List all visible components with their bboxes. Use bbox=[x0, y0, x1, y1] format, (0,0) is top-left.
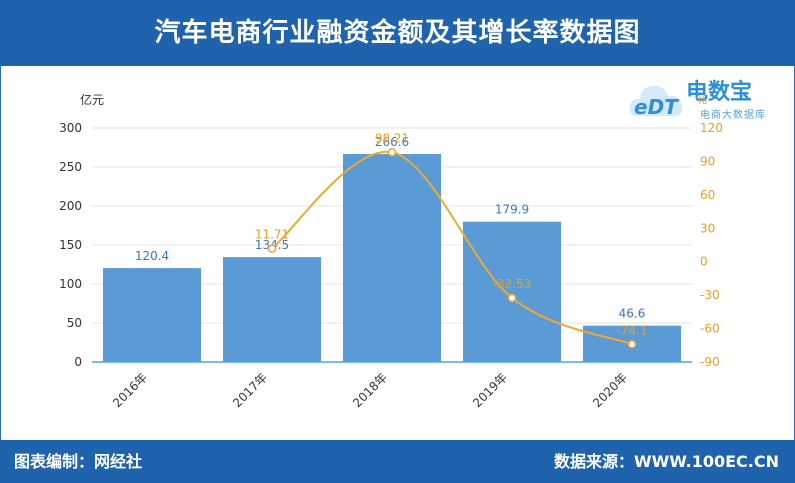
y-left-tick-label: 200 bbox=[59, 199, 82, 213]
y-right-unit: % bbox=[696, 93, 707, 107]
x-category-label: 2018年 bbox=[350, 370, 390, 410]
footer-source: 数据来源：WWW.100EC.CN bbox=[553, 452, 779, 471]
y-right-tick-label: -90 bbox=[700, 355, 720, 369]
chart-title: 汽车电商行业融资金额及其增长率数据图 bbox=[0, 0, 795, 66]
line-point bbox=[387, 148, 397, 157]
cloud-logo-icon: eDT bbox=[629, 86, 683, 119]
line-value-label: 98.21 bbox=[375, 131, 409, 145]
y-right-tick-label: -60 bbox=[700, 322, 720, 336]
footer-credit: 图表编制：网经社 bbox=[14, 452, 143, 471]
bar bbox=[343, 154, 441, 362]
bar bbox=[223, 257, 321, 362]
y-left-tick-label: 300 bbox=[59, 121, 82, 135]
bar bbox=[463, 221, 561, 362]
bar bbox=[103, 268, 201, 362]
x-category-label: 2019年 bbox=[470, 370, 510, 410]
line-point bbox=[627, 340, 637, 349]
y-right-tick-label: -30 bbox=[700, 288, 720, 302]
line-value-label: 11.71 bbox=[255, 228, 289, 242]
y-right-tick-label: 30 bbox=[700, 221, 715, 235]
growth-line bbox=[271, 150, 633, 346]
line-point bbox=[507, 293, 517, 303]
logo: eDT 电数宝 电商大数据库 bbox=[628, 72, 788, 132]
y-right-tick-label: 60 bbox=[700, 188, 715, 202]
bar-value-label: 179.9 bbox=[495, 203, 529, 217]
bar-value-label: 120.4 bbox=[135, 249, 169, 263]
y-left-tick-label: 100 bbox=[59, 277, 82, 291]
x-category-label: 2017年 bbox=[230, 370, 270, 410]
footer-bar: 图表编制：网经社 数据来源：WWW.100EC.CN bbox=[0, 440, 795, 483]
x-category-label: 2016年 bbox=[110, 370, 150, 410]
y-left-unit: 亿元 bbox=[80, 92, 104, 107]
logo-name: 电数宝 bbox=[686, 80, 753, 105]
logo-subtitle: 电商大数据库 bbox=[700, 110, 766, 121]
y-left-tick-label: 150 bbox=[59, 238, 82, 252]
x-category-label: 2020年 bbox=[590, 370, 630, 410]
y-left-tick-label: 50 bbox=[67, 316, 82, 330]
logo-mark: eDT bbox=[634, 95, 679, 119]
bar-value-label: 46.6 bbox=[619, 307, 646, 321]
line-series: 11.71 98.21 -32.53 -74.1 bbox=[255, 131, 648, 349]
line-value-label: -32.53 bbox=[493, 277, 532, 291]
line-value-label: -74.1 bbox=[616, 323, 647, 337]
y-right-tick-label: 0 bbox=[700, 255, 708, 269]
line-point bbox=[267, 244, 277, 253]
bar-value-label: 266.6 bbox=[375, 135, 409, 149]
y-right-tick-label: 90 bbox=[700, 154, 715, 168]
y-left-tick-label: 250 bbox=[59, 160, 82, 174]
y-left-tick-label: 0 bbox=[74, 355, 82, 369]
y-right-tick-label: 120 bbox=[700, 121, 723, 135]
